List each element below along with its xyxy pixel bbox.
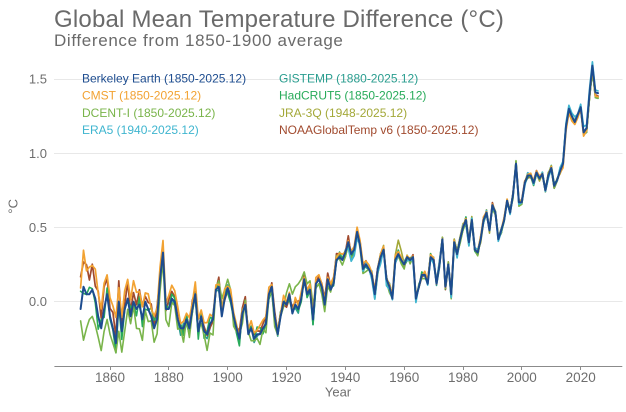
svg-text:Year: Year: [325, 385, 352, 400]
svg-text:°C: °C: [6, 199, 21, 214]
svg-text:1980: 1980: [448, 370, 478, 385]
svg-text:1.0: 1.0: [29, 146, 47, 161]
svg-text:1860: 1860: [95, 370, 125, 385]
svg-text:HadCRUT5 (1850-2025.12): HadCRUT5 (1850-2025.12): [279, 89, 426, 103]
svg-text:Difference from 1850-1900 aver: Difference from 1850-1900 average: [54, 31, 344, 50]
svg-text:0.0: 0.0: [29, 294, 47, 309]
svg-text:1960: 1960: [389, 370, 419, 385]
svg-text:GISTEMP (1880-2025.12): GISTEMP (1880-2025.12): [279, 71, 418, 85]
svg-text:2000: 2000: [507, 370, 537, 385]
svg-text:NOAAGlobalTemp v6 (1850-2025.1: NOAAGlobalTemp v6 (1850-2025.12): [279, 123, 478, 137]
svg-text:JRA-3Q (1948-2025.12): JRA-3Q (1948-2025.12): [279, 106, 407, 120]
svg-text:ERA5 (1940-2025.12): ERA5 (1940-2025.12): [82, 123, 199, 137]
svg-text:DCENT-I (1850-2025.12): DCENT-I (1850-2025.12): [82, 106, 215, 120]
svg-text:0.5: 0.5: [29, 220, 47, 235]
svg-text:1880: 1880: [154, 370, 184, 385]
svg-text:CMST (1850-2025.12): CMST (1850-2025.12): [82, 89, 201, 103]
svg-text:1.5: 1.5: [29, 72, 47, 87]
svg-text:1920: 1920: [271, 370, 301, 385]
svg-text:Berkeley Earth (1850-2025.12): Berkeley Earth (1850-2025.12): [82, 71, 246, 85]
svg-text:2020: 2020: [566, 370, 596, 385]
svg-text:Global Mean Temperature Differ: Global Mean Temperature Difference (°C): [54, 6, 504, 33]
svg-text:1900: 1900: [213, 370, 243, 385]
svg-text:1940: 1940: [330, 370, 360, 385]
